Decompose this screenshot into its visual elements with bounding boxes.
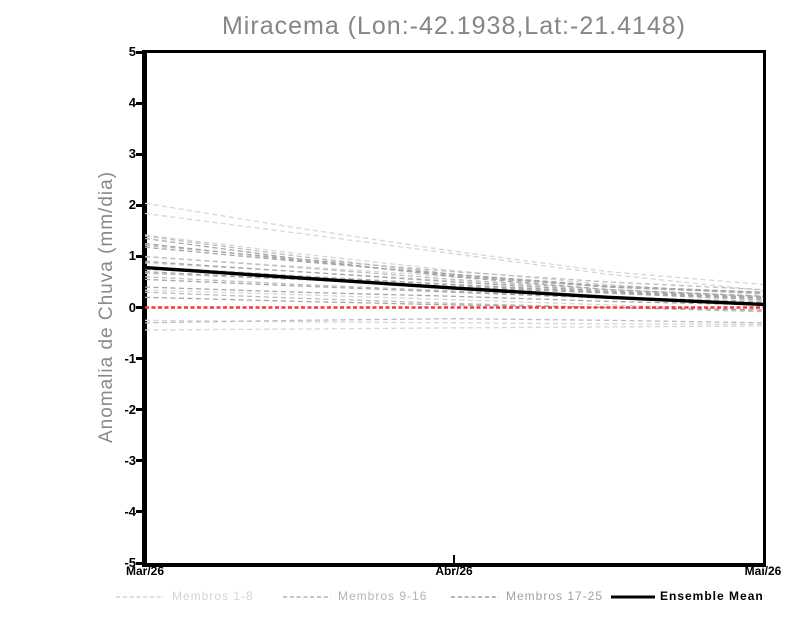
y-tick-mark--2	[136, 408, 144, 412]
y-tick-label-2: 2	[128, 197, 136, 213]
ensemble-member-line-membros-17-25-7	[145, 296, 763, 311]
y-tick-mark-2	[136, 203, 144, 207]
ensemble-member-line-membros-1-8-8	[145, 325, 763, 331]
y-tick-mark--5	[136, 561, 144, 565]
y-tick-label-0: 0	[128, 299, 136, 315]
ensemble-member-line-membros-9-16-2	[145, 244, 763, 291]
y-tick-label--3: -3	[124, 452, 136, 468]
x-tick-label-mar-26: Mar/26	[125, 564, 165, 578]
ensemble-member-line-membros-1-8-4	[145, 289, 763, 311]
y-tick-label--4: -4	[124, 503, 136, 519]
y-tick-label--1: -1	[124, 350, 136, 366]
y-tick-mark-0	[136, 306, 144, 309]
x-tick-mark-abr-26	[453, 555, 455, 563]
ensemble-member-line-membros-17-25-6	[145, 278, 763, 304]
ensemble-member-line-membros-9-16-6	[145, 255, 763, 297]
ensemble-member-line-membros-17-25-5	[145, 237, 763, 297]
y-tick-mark--3	[136, 459, 144, 463]
ensemble-member-line-membros-1-8-2	[145, 212, 763, 292]
legend-sample-membros-17-25	[451, 596, 499, 598]
y-tick-label-4: 4	[128, 95, 136, 111]
chart-title: Miracema (Lon:-42.1938,Lat:-21.4148)	[221, 12, 687, 40]
ensemble-member-line-membros-1-8-7	[145, 234, 763, 296]
ensemble-mean-line	[145, 265, 763, 307]
ensemble-member-line-membros-9-16-1	[145, 235, 763, 293]
y-tick-label-5: 5	[128, 44, 136, 59]
legend-label-membros-9-16: Membros 9-16	[338, 589, 428, 603]
ensemble-member-line-membros-17-25-3	[145, 260, 763, 298]
y-tick-mark--4	[136, 510, 144, 514]
legend-sample-membros-1-8	[116, 596, 164, 598]
ensemble-member-line-membros-1-8-5	[145, 319, 763, 326]
legend-label-membros-17-25: Membros 17-25	[506, 589, 604, 603]
legend-sample-membros-9-16	[283, 596, 331, 598]
y-tick-label--5: -5	[124, 555, 136, 570]
ensemble-member-line-membros-17-25-1	[145, 242, 763, 294]
plot-lines-svg	[145, 202, 763, 331]
y-tick-mark-5	[136, 50, 144, 54]
ensemble-member-line-membros-1-8-1	[145, 202, 763, 286]
legend-label-ensemble-mean: Ensemble Mean	[660, 589, 764, 603]
ensemble-member-line-membros-17-25-9	[145, 246, 763, 293]
y-tick-mark-3	[136, 152, 144, 156]
y-tick-label--2: -2	[124, 401, 136, 417]
ensemble-member-line-membros-9-16-5	[145, 291, 763, 313]
y-tick-mark-4	[136, 101, 144, 105]
plot-frame	[142, 50, 766, 567]
legend-sample-ensemble-mean	[611, 595, 655, 599]
ensemble-member-line-membros-17-25-4	[145, 286, 763, 306]
x-tick-label-abr-26: Abr/26	[435, 564, 473, 578]
legend: Membros 1-8 Membros 9-16 Membros 17-25 Ense…	[0, 585, 800, 609]
y-tick-mark--1	[136, 357, 144, 361]
y-tick-label-1: 1	[128, 248, 136, 264]
legend-label-membros-1-8: Membros 1-8	[172, 589, 254, 603]
y-tick-mark-1	[136, 254, 144, 258]
y-tick-label-3: 3	[128, 146, 136, 162]
ensemble-member-line-membros-9-16-7	[145, 276, 763, 303]
ensemble-member-line-membros-9-16-8	[145, 318, 763, 324]
x-tick-label-mai-26: Mai/26	[744, 564, 782, 578]
